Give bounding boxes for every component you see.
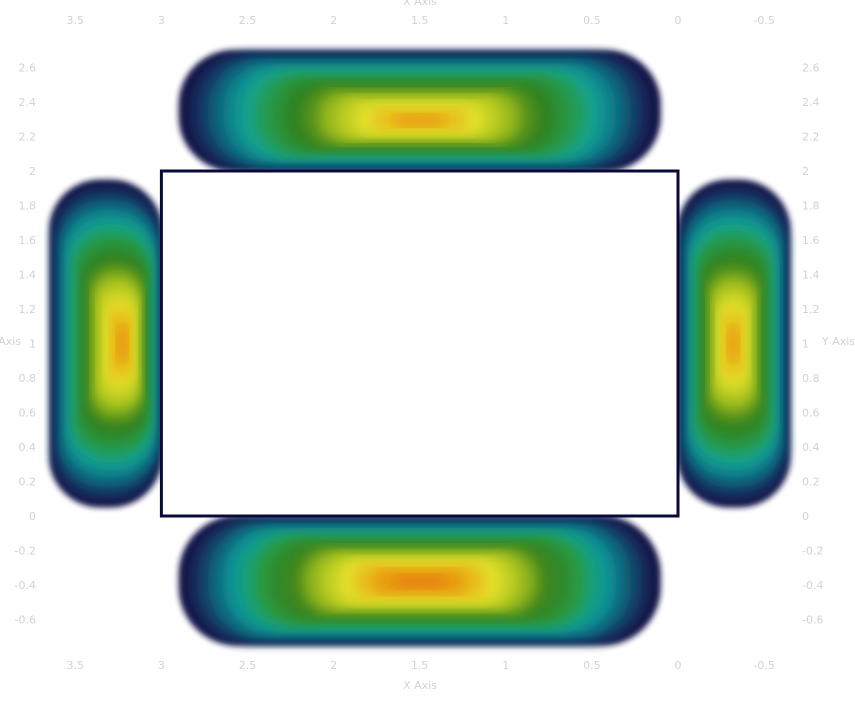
y-tick-right: 0.4 xyxy=(802,441,820,454)
y-axis-left-ticks: 2.6 2.4 2.2 2 1.8 1.6 1.4 1.2 1 0.8 0.6 0.4 0.2 0 -0.2… xyxy=(15,62,36,627)
field-lobe-left xyxy=(49,179,162,508)
y-axis-right-ticks: 2.6 2.4 2.2 2 1.8 1.6 1.4 1.2 1 0.8 0.6 0.4 0.2 0 -0.2… xyxy=(802,62,823,627)
y-tick-left: 2.2 xyxy=(19,131,37,144)
y-tick-left: 0.6 xyxy=(19,407,37,420)
y-tick-left: -0.6 xyxy=(15,614,36,627)
x-tick-top: 0.5 xyxy=(583,14,601,27)
x-tick-bottom: -0.5 xyxy=(753,659,774,672)
x-tick-top: 1.5 xyxy=(411,14,429,27)
x-tick-bottom: 0 xyxy=(675,659,682,672)
x-tick-top: 2.5 xyxy=(239,14,257,27)
y-tick-right: 0 xyxy=(802,510,809,523)
y-tick-right: 1.2 xyxy=(802,303,820,316)
x-tick-bottom: 3.5 xyxy=(67,659,85,672)
x-tick-top: -0.5 xyxy=(753,14,774,27)
y-tick-left: 1.2 xyxy=(19,303,37,316)
field-lobe-top xyxy=(178,50,661,171)
y-tick-left: 1.8 xyxy=(19,200,37,213)
x-tick-top: 2 xyxy=(330,14,337,27)
y-tick-left: 2.4 xyxy=(19,96,37,109)
x-axis-title-bottom: X Axis xyxy=(403,679,437,692)
y-tick-right: 1 xyxy=(802,338,809,351)
y-axis-title-left: Y Axis xyxy=(0,335,21,348)
y-tick-left: 2.6 xyxy=(19,62,37,75)
y-tick-right: -0.4 xyxy=(802,579,823,592)
y-tick-left: -0.4 xyxy=(15,579,36,592)
x-axis-bottom-ticks: 3.5 3 2.5 2 1.5 1 0.5 0 -0.5 xyxy=(67,659,775,672)
y-tick-left: 2 xyxy=(29,165,36,178)
field-band-bottom-13 xyxy=(394,574,446,589)
field-band-left-13 xyxy=(116,326,129,361)
y-tick-right: 0.8 xyxy=(802,372,820,385)
x-tick-top: 1 xyxy=(502,14,509,27)
y-tick-left: 1.4 xyxy=(19,269,37,282)
field-lobe-bottom xyxy=(178,516,661,646)
y-tick-left: -0.2 xyxy=(15,545,36,558)
y-tick-left: 1 xyxy=(29,338,36,351)
y-tick-right: 1.6 xyxy=(802,234,820,247)
y-tick-right: 1.4 xyxy=(802,269,820,282)
field-layer xyxy=(49,50,790,646)
y-tick-left: 1.6 xyxy=(19,234,37,247)
x-tick-top: 0 xyxy=(675,14,682,27)
x-tick-bottom: 2 xyxy=(330,659,337,672)
field-lobe-right xyxy=(678,179,790,508)
x-tick-bottom: 1 xyxy=(502,659,509,672)
y-tick-left: 0 xyxy=(29,510,36,523)
y-tick-left: 0.2 xyxy=(19,476,37,489)
x-tick-top: 3 xyxy=(158,14,165,27)
y-tick-right: 0.2 xyxy=(802,476,820,489)
x-tick-bottom: 1.5 xyxy=(411,659,429,672)
y-tick-right: -0.6 xyxy=(802,614,823,627)
x-tick-bottom: 2.5 xyxy=(239,659,257,672)
field-band-right-13 xyxy=(727,326,740,361)
domain-hole xyxy=(159,169,680,518)
y-tick-right: -0.2 xyxy=(802,545,823,558)
x-axis-top-ticks: 3.5 3 2.5 2 1.5 1 0.5 0 -0.5 xyxy=(67,14,775,27)
y-tick-right: 2.6 xyxy=(802,62,820,75)
y-tick-left: 0.4 xyxy=(19,441,37,454)
y-tick-right: 2.4 xyxy=(802,96,820,109)
y-axis-title-right: Y Axis xyxy=(821,335,855,348)
y-tick-right: 2.2 xyxy=(802,131,820,144)
y-tick-left: 0.8 xyxy=(19,372,37,385)
x-tick-top: 3.5 xyxy=(67,14,85,27)
y-tick-right: 0.6 xyxy=(802,407,820,420)
x-tick-bottom: 3 xyxy=(158,659,165,672)
field-band-top-13 xyxy=(394,113,446,127)
x-axis-title-top: X Axis xyxy=(403,0,437,8)
y-tick-right: 2 xyxy=(802,165,809,178)
x-tick-bottom: 0.5 xyxy=(583,659,601,672)
y-tick-right: 1.8 xyxy=(802,200,820,213)
